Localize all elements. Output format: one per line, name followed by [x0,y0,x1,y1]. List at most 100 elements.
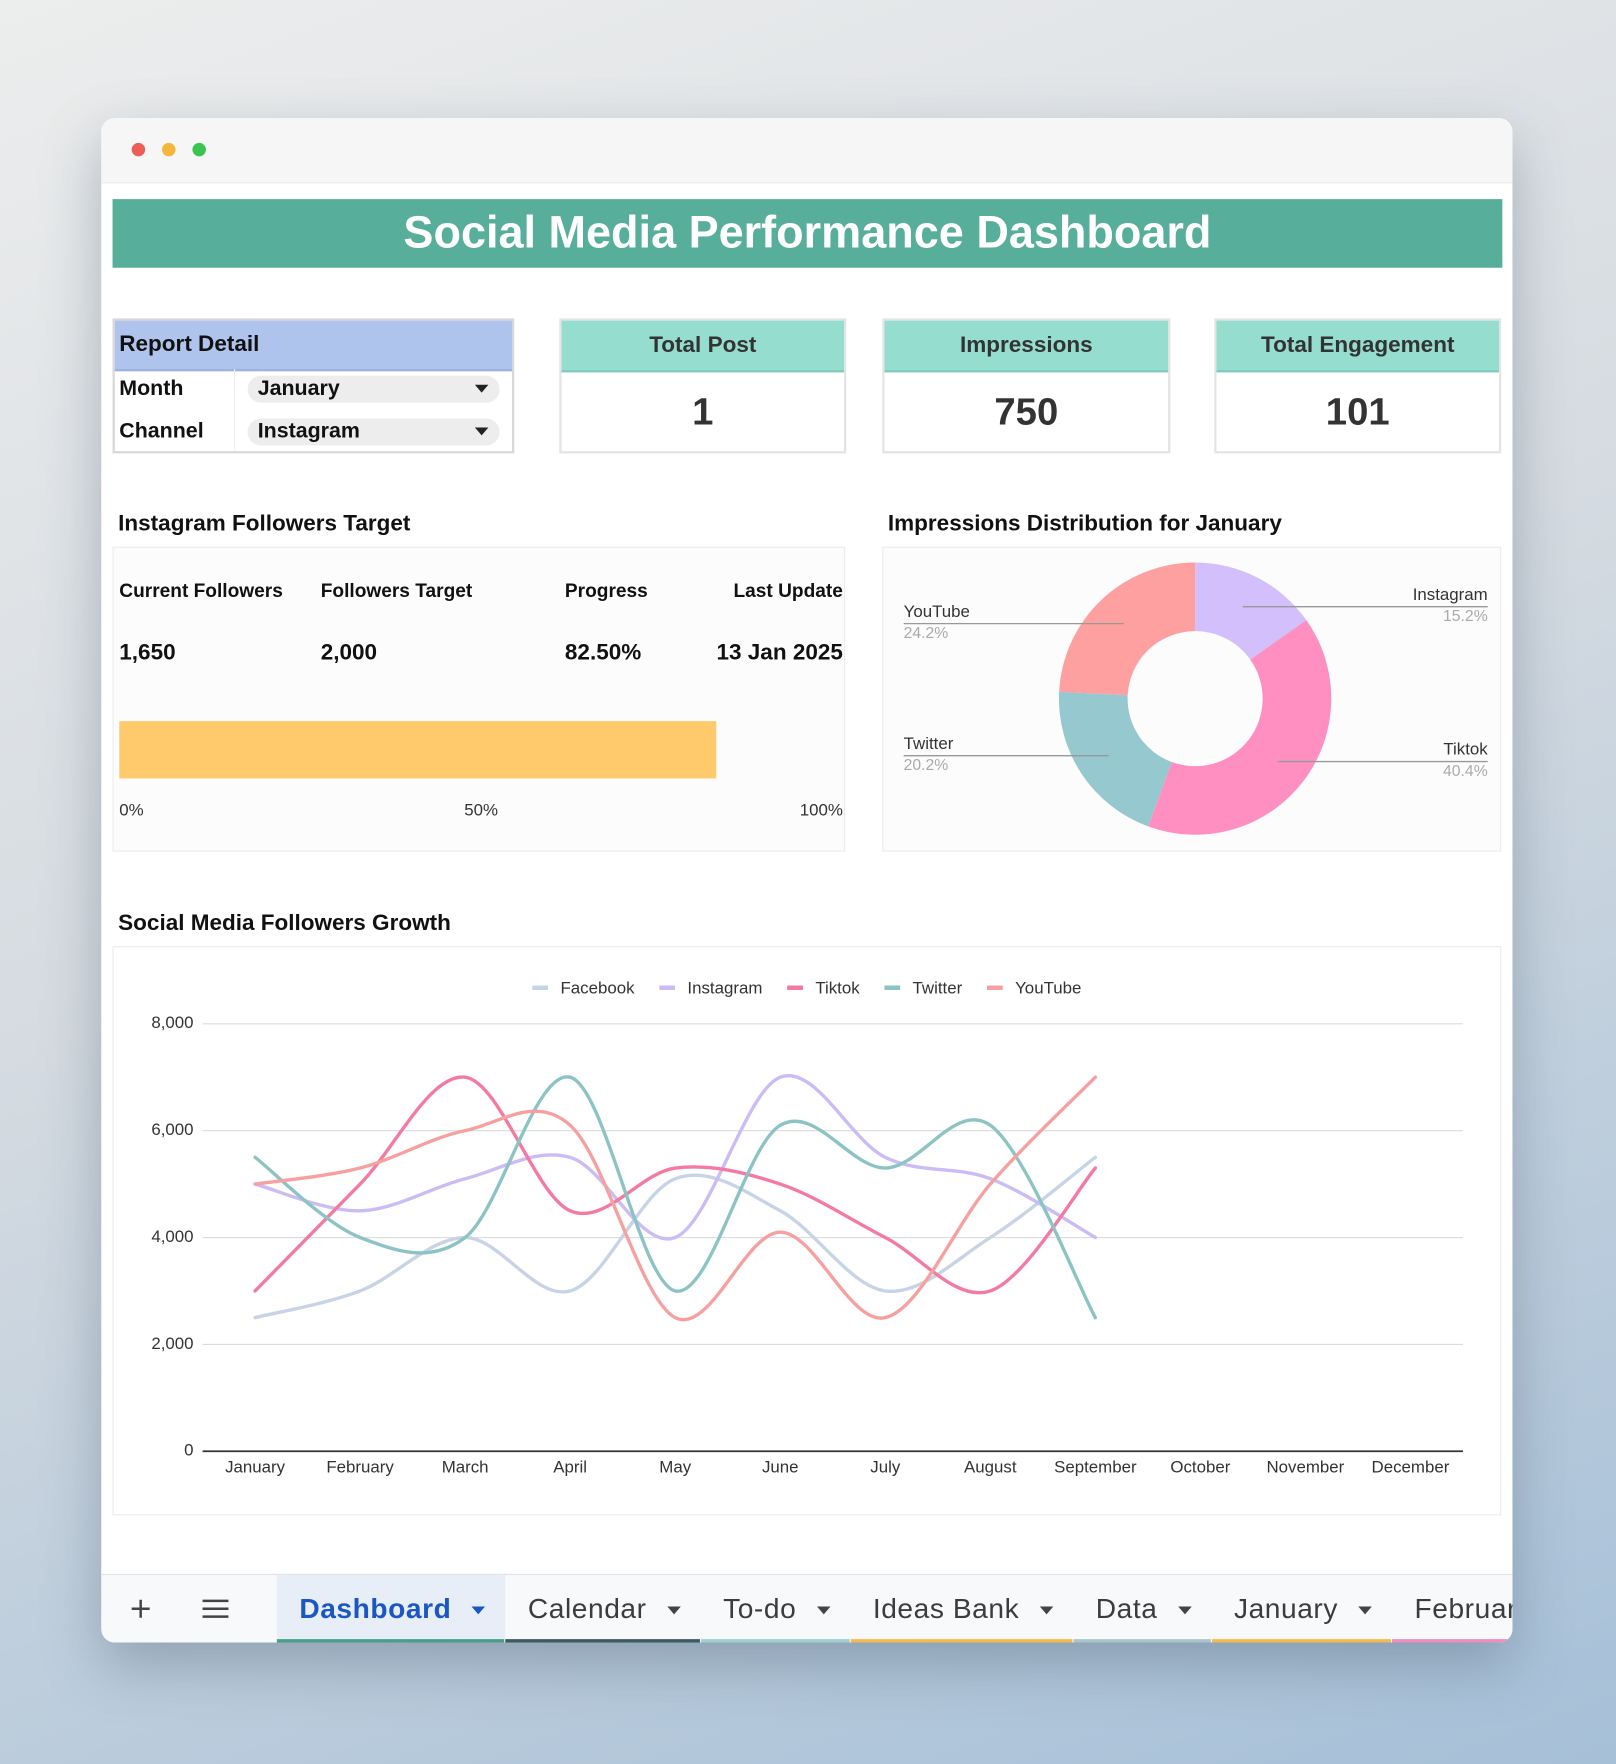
column-value: 1,650 [119,640,175,665]
series-line [253,1155,1098,1320]
kpi-card: Total Post 1 [559,318,847,454]
add-sheet-button[interactable] [129,1598,152,1621]
tab-color [505,1639,700,1643]
x-tick-label: August [964,1458,1017,1477]
kpi-card: Impressions 750 [882,318,1171,454]
tab-label: February [1414,1593,1513,1625]
line-chart: 0 2,000 4,000 6,000 8,000 January February Marc… [112,946,1502,1516]
legend-label: Twitter [913,978,963,997]
field-label: Channel [119,419,204,444]
tab-color [276,1639,505,1643]
slice-value-label: 15.2% [1443,608,1488,625]
sheet-tab[interactable]: Dashboard [276,1575,506,1643]
tab-label: Calendar [527,1593,647,1625]
sheet-tab[interactable]: Calendar [505,1575,700,1643]
slice-value-label: 24.2% [904,625,949,642]
x-tick-label: May [659,1458,691,1477]
kpi-value: 101 [1325,390,1390,434]
series-line [253,1075,1098,1322]
minimize-button[interactable] [162,142,176,157]
x-tick-label: July [870,1458,901,1477]
dashboard-title: Social Media Performance Dashboard [112,199,1503,268]
tab-label: Dashboard [299,1593,452,1625]
scale-label: 100% [800,801,843,820]
tab-menu-arrow[interactable] [1358,1606,1372,1622]
sheet-tab[interactable]: February [1392,1575,1513,1643]
x-tick-label: November [1267,1458,1345,1477]
tab-color [1392,1639,1513,1643]
y-tick-label: 8,000 [151,1013,193,1032]
tab-menu-arrow[interactable] [1177,1606,1192,1622]
tab-menu-arrow[interactable] [666,1606,681,1622]
kpi-card: Total Engagement 101 [1214,318,1502,454]
section-title: Social Media Followers Growth [118,910,451,936]
slice-label: YouTube [904,602,970,621]
column-label: Progress [565,581,648,602]
slice-value-label: 40.4% [1443,763,1488,780]
kpi-label: Impressions [884,320,1169,373]
column-value: 13 Jan 2025 [717,640,843,665]
all-sheets-button[interactable] [201,1599,229,1619]
sheet-tab[interactable]: January [1211,1575,1392,1643]
tab-menu-arrow[interactable] [471,1606,486,1622]
sheet-tab-bar: Dashboard Calendar To-do Ideas Bank Data Janu… [101,1573,1513,1643]
x-tick-label: February [326,1458,394,1477]
donut-slice [1195,562,1307,660]
tab-menu-arrow[interactable] [816,1606,831,1622]
y-tick-label: 6,000 [151,1120,193,1139]
x-tick-label: June [762,1458,799,1477]
legend-label: Instagram [687,978,762,997]
report-detail-title: Report Detail [114,320,513,372]
legend-label: Tiktok [815,978,860,997]
tab-label: To-do [723,1593,797,1625]
column-value: 2,000 [321,640,377,665]
maximize-button[interactable] [192,142,206,157]
x-tick-label: April [553,1458,587,1477]
report-detail: Report Detail Month January Channel Inst… [112,318,515,454]
x-tick-label: January [225,1458,286,1477]
tab-color [700,1639,850,1643]
tab-menu-arrow[interactable] [1039,1606,1053,1622]
kpi-label: Total Engagement [1216,320,1499,373]
tab-color [850,1639,1073,1643]
series-line [253,1073,1098,1241]
kpi-value: 1 [692,390,714,434]
y-tick-label: 2,000 [151,1334,193,1353]
month-dropdown[interactable]: January [247,375,500,403]
donut-slice [1148,620,1332,835]
slice-value-label: 20.2% [904,757,949,774]
x-tick-label: October [1170,1458,1230,1477]
donut-slice [1058,691,1172,827]
tab-color [1073,1639,1211,1643]
section-title: Impressions Distribution for January [887,511,1282,537]
series-line [253,1075,1098,1295]
donut-slice [1059,562,1196,696]
legend-label: Facebook [560,978,635,997]
column-label: Current Followers [119,581,283,602]
donut-chart: Instagram 15.2% Tiktok 40.4% Twitter 20.2% You… [882,546,1502,852]
column-value: 82.50% [565,640,641,665]
kpi-label: Total Post [561,320,845,373]
sheet-tab[interactable]: To-do [700,1575,851,1643]
sheet-tab[interactable]: Ideas Bank [850,1575,1073,1643]
slice-label: Tiktok [1443,740,1488,759]
separator [234,369,236,452]
close-button[interactable] [131,142,146,157]
sheet-tab[interactable]: Data [1073,1575,1211,1643]
column-label: Followers Target [321,581,473,602]
tab-color [1211,1639,1391,1643]
x-tick-label: March [442,1458,489,1477]
slice-label: Twitter [904,734,954,753]
scale-label: 0% [119,801,143,820]
tab-label: January [1233,1593,1338,1625]
x-tick-label: December [1372,1458,1450,1477]
legend-label: YouTube [1015,978,1081,997]
window: Social Media Performance Dashboard Repor… [101,118,1513,1643]
tab-label: Ideas Bank [872,1593,1020,1625]
series-line [253,1075,1098,1320]
section-title: Instagram Followers Target [118,511,411,537]
progress-bar [119,721,717,779]
scale-label: 50% [464,801,498,820]
channel-dropdown[interactable]: Instagram [247,418,500,446]
